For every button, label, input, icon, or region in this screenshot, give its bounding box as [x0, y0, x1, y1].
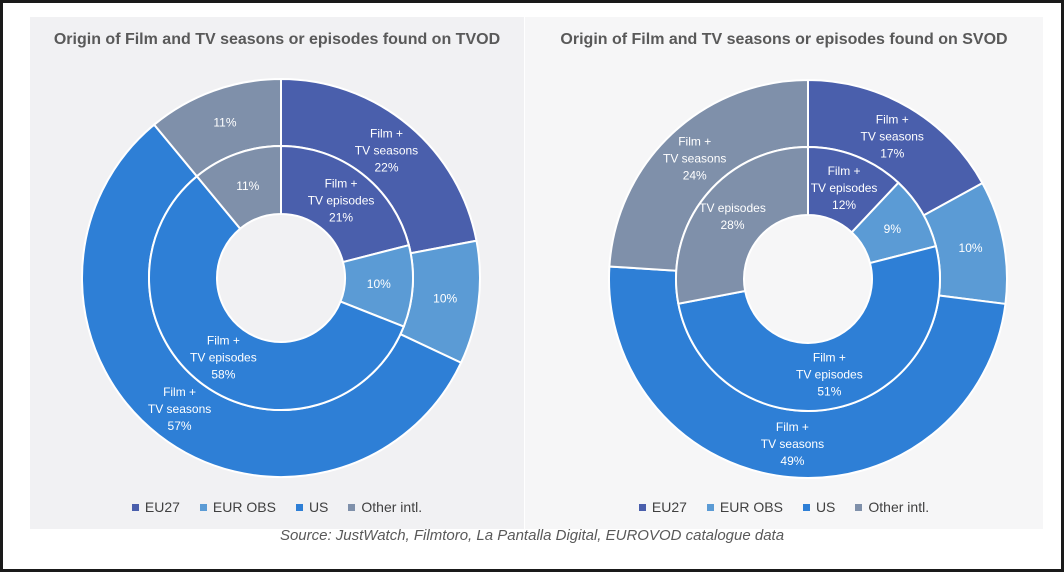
inner-ring-slice-us: [677, 244, 941, 412]
svod-chart-title: Origin of Film and TV seasons or episode…: [560, 31, 1008, 48]
outer-ring-label-us: Film + TV seasons 49%: [761, 420, 824, 468]
legend-swatch-eu27: [131, 503, 139, 511]
legend-swatch-eu27: [638, 503, 646, 511]
tvod-chart-title: Origin of Film and TV seasons or episode…: [53, 31, 501, 48]
outer-ring-label-eu27: Film + TV seasons 17%: [861, 113, 924, 161]
legend-label-us: US: [308, 499, 329, 515]
outer-ring-label-other-intl: 11%: [213, 115, 236, 129]
legend-label-other-intl: Other intl.: [361, 499, 423, 515]
legend-item-eur-obs: EUR OBS: [706, 499, 783, 515]
svod-donut-chart: Film + TV seasons 17% 10% Film + TV seasons 49…: [608, 78, 1008, 479]
outer-ring-label-eur-obs: 10%: [959, 241, 983, 255]
inner-ring-label-eu27: Film + TV episodes 21%: [308, 177, 375, 225]
legend-swatch-eur-obs: [706, 503, 714, 511]
legend-item-other-intl: Other intl.: [348, 499, 422, 515]
svod-chart-panel: Origin of Film and TV seasons or episode…: [525, 17, 1043, 529]
tvod-chart-panel: Origin of Film and TV seasons or episode…: [30, 17, 524, 529]
legend-label-other-intl: Other intl.: [868, 499, 930, 515]
inner-ring-label-eur-obs: 10%: [367, 277, 391, 291]
inner-ring-label-eu27: Film + TV episodes 12%: [811, 164, 878, 212]
legend-swatch-other-intl: [348, 503, 356, 511]
svod-legend: EU27 EUR OBS US Other intl.: [525, 499, 1043, 515]
tvod-donut-chart: Film + TV seasons 22% 10% Film + TV seasons 57…: [81, 77, 481, 478]
inner-ring-label-eur-obs: 9%: [884, 222, 902, 236]
legend-swatch-us: [802, 503, 810, 511]
inner-ring-label-other-intl: TV episodes 28%: [699, 201, 766, 232]
legend-label-eur-obs: EUR OBS: [212, 499, 276, 515]
legend-item-other-intl: Other intl.: [855, 499, 929, 515]
inner-ring-slice-eu27: [280, 144, 411, 264]
legend-swatch-eur-obs: [199, 503, 207, 511]
inner-ring-label-us: Film + TV episodes 58%: [190, 333, 257, 381]
tvod-legend: EU27 EUR OBS US Other intl.: [30, 499, 524, 515]
inner-ring-label-us: Film + TV episodes 51%: [796, 351, 863, 399]
legend-swatch-us: [295, 503, 303, 511]
outer-ring-label-eur-obs: 10%: [433, 292, 457, 306]
outer-ring-label-eu27: Film + TV seasons 22%: [355, 126, 418, 174]
inner-ring-slice-other-intl: [195, 144, 282, 231]
inner-ring-label-other-intl: 11%: [236, 179, 259, 193]
legend-item-eu27: EU27: [638, 499, 687, 515]
legend-swatch-other-intl: [855, 503, 863, 511]
legend-label-eur-obs: EUR OBS: [719, 499, 783, 515]
legend-item-us: US: [295, 499, 329, 515]
legend-item-eur-obs: EUR OBS: [199, 499, 276, 515]
legend-item-us: US: [802, 499, 836, 515]
inner-ring-slice-us: [148, 174, 406, 411]
legend-item-eu27: EU27: [131, 499, 180, 515]
inner-ring-slice-other-intl: [675, 145, 809, 305]
legend-label-us: US: [815, 499, 836, 515]
legend-label-eu27: EU27: [651, 499, 687, 515]
source-note: Source: JustWatch, Filmtoro, La Pantalla…: [279, 527, 785, 544]
outer-ring-label-us: Film + TV seasons 57%: [148, 385, 211, 433]
legend-label-eu27: EU27: [144, 499, 180, 515]
outer-ring-label-other-intl: Film + TV seasons 24%: [663, 134, 726, 182]
